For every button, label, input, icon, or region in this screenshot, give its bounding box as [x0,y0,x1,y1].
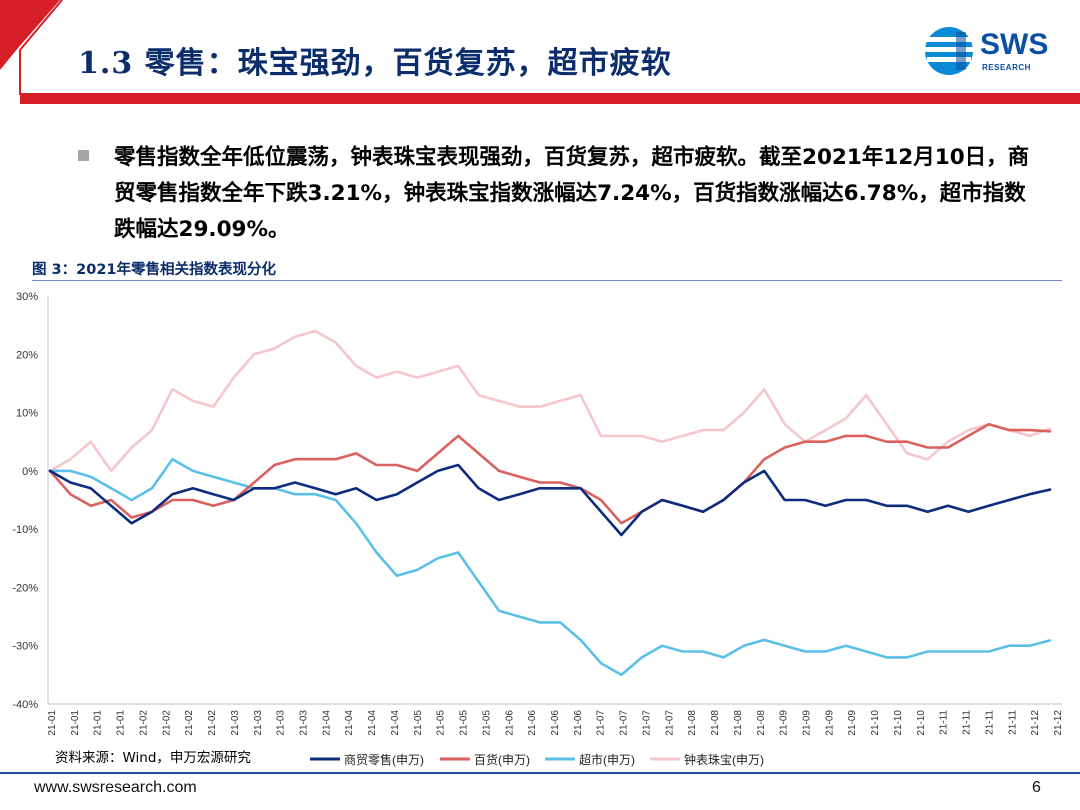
x-tick-label: 21-10 [893,710,904,736]
series-line-2 [48,457,1052,677]
x-tick-label: 21-10 [916,710,927,736]
x-tick-label: 21-01 [70,710,81,736]
title-red-bar [20,93,1080,104]
y-tick-label: 10% [16,408,38,420]
logo-subtext: RESEARCH [982,63,1031,72]
x-tick-label: 21-05 [436,710,447,736]
y-tick-label: 30% [16,291,38,303]
legend-label: 钟表珠宝(申万) [684,752,764,767]
y-tick-label: 20% [16,349,38,361]
footer-url[interactable]: www.swsresearch.com [34,779,197,796]
x-tick-label: 21-12 [1053,710,1064,736]
x-tick-label: 21-06 [527,710,538,736]
x-tick-label: 21-01 [93,710,104,736]
title-band: 1.3 零售：珠宝强劲，百货复苏，超市疲软 SWS RESEARCH [0,0,1080,110]
y-tick-label: -30% [12,641,38,653]
x-tick-label: 21-02 [207,710,218,736]
x-tick-label: 21-08 [687,710,698,736]
x-tick-label: 21-07 [596,710,607,736]
x-tick-label: 21-03 [230,710,241,736]
y-tick-label: 0% [22,466,38,478]
legend-label: 商贸零售(申万) [344,752,424,767]
bullet-text: 零售指数全年低位震荡，钟表珠宝表现强劲，百货复苏，超市疲软。截至2021年12月… [114,145,1030,242]
x-tick-label: 21-07 [619,710,630,736]
x-tick-label: 21-11 [984,710,995,735]
x-tick-label: 21-07 [641,710,652,736]
x-tick-label: 21-10 [870,710,881,736]
x-tick-label: 21-09 [847,710,858,736]
figure-source: 资料来源：Wind，申万宏源研究 [55,750,251,766]
x-tick-label: 21-04 [321,710,332,736]
chart-axes: 30% 20% 10% 0% -10% -20% -30% -40% 21-01 21-01 21-… [12,291,1064,736]
x-tick-label: 21-05 [459,710,470,736]
x-tick-label: 21-09 [802,710,813,736]
x-tick-label: 21-08 [733,710,744,736]
x-tick-label: 21-05 [413,710,424,736]
logo-text: SWS [980,28,1049,61]
sws-logo: SWS RESEARCH [922,24,1062,78]
x-tick-label: 21-11 [962,710,973,735]
x-tick-label: 21-03 [276,710,287,736]
x-tick-label: 21-03 [253,710,264,736]
x-tick-label: 21-09 [824,710,835,736]
x-tick-label: 21-08 [710,710,721,736]
series-line-1 [48,422,1052,525]
series-line-0 [48,463,1052,537]
legend-label: 百货(申万) [474,752,530,767]
x-tick-label: 21-08 [756,710,767,736]
slide-title: 1.3 零售：珠宝强劲，百货复苏，超市疲软 [78,46,672,81]
x-tick-label: 21-11 [1007,710,1018,735]
x-tick-label: 21-06 [550,710,561,736]
x-tick-label: 21-02 [184,710,195,736]
title-band-decoration [0,0,1080,104]
x-tick-label: 21-01 [47,710,58,736]
chart-legend: 商贸零售(申万) 百货(申万) 超市(申万) 钟表珠宝(申万) [310,752,764,767]
x-tick-label: 21-09 [779,710,790,736]
page-number: 6 [1032,779,1041,796]
line-chart: 30% 20% 10% 0% -10% -20% -30% -40% 21-01 21-01 21-… [12,291,1064,767]
x-tick-label: 21-05 [481,710,492,736]
x-tick-label: 21-01 [116,710,127,736]
y-tick-label: -40% [12,699,38,711]
x-tick-label: 21-07 [664,710,675,736]
y-tick-label: -10% [12,524,38,536]
bullet-square-icon [78,150,89,161]
footer-rule [0,772,1080,774]
x-tick-label: 21-06 [573,710,584,736]
figure-title: 图 3：2021年零售相关指数表现分化 [32,262,276,278]
series-line-3 [48,329,1052,473]
x-tick-label: 21-04 [344,710,355,736]
x-tick-label: 21-04 [390,710,401,736]
x-tick-label: 21-11 [939,710,950,735]
y-tick-label: -20% [12,582,38,594]
legend-label: 超市(申万) [579,752,635,767]
chart-series [48,329,1052,677]
x-tick-label: 21-04 [367,710,378,736]
x-tick-label: 21-06 [504,710,515,736]
x-tick-label: 21-12 [1030,710,1041,736]
x-tick-label: 21-02 [138,710,149,736]
x-tick-label: 21-03 [299,710,310,736]
x-tick-label: 21-02 [161,710,172,736]
title-corner-accent [0,0,60,70]
sws-globe-icon [925,27,973,75]
figure-title-rule [32,280,1062,281]
